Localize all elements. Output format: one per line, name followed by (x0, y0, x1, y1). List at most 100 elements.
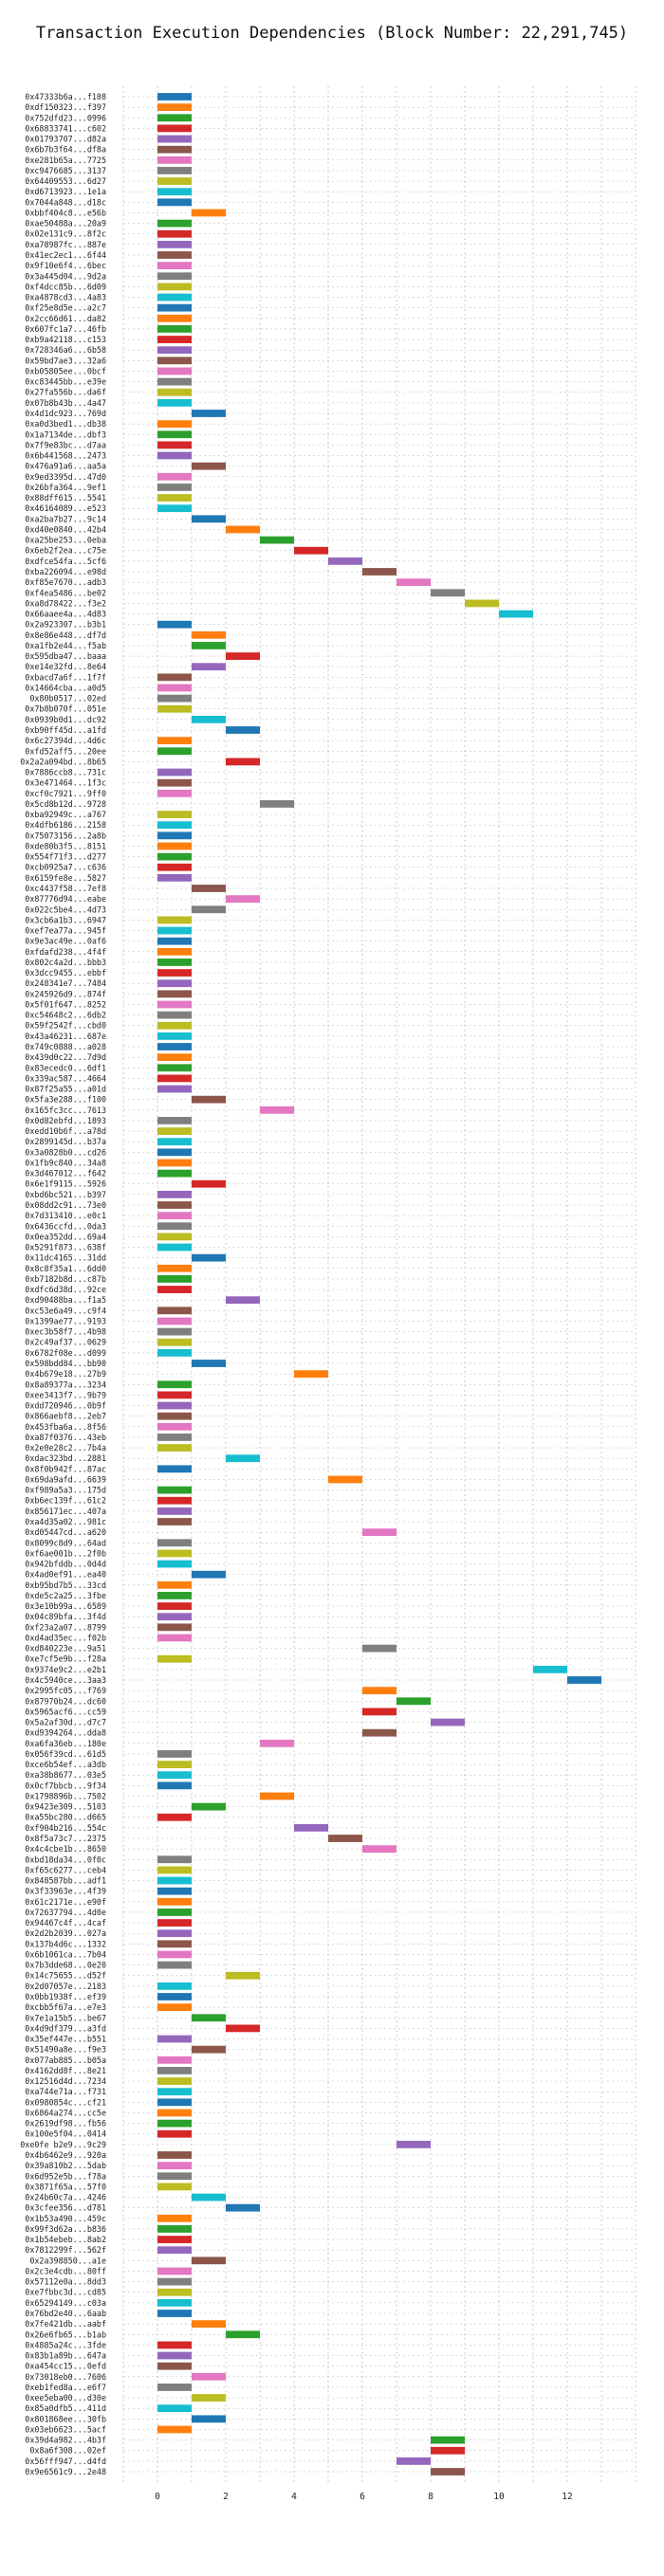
transaction-bar (431, 2446, 465, 2455)
transaction-bar (157, 1761, 192, 1768)
transaction-label: 0xf4dcc85b...6d09 (25, 282, 106, 291)
transaction-label: 0x339ac587...4664 (25, 1073, 106, 1083)
transaction-label: 0xd9394264...dda8 (25, 1728, 106, 1738)
transaction-bar (192, 1360, 226, 1367)
x-tick-label: 4 (291, 2492, 297, 2502)
transaction-bar (157, 2310, 192, 2317)
x-tick-label: 6 (360, 2492, 365, 2502)
transaction-label: 0x8f5a73c7...2375 (25, 1834, 106, 1843)
transaction-label: 0xb6ec139f...61c2 (25, 1496, 106, 1506)
transaction-label: 0x2e0e28c2...7b4a (25, 1443, 106, 1452)
transaction-label: 0x2d07057e...2183 (25, 1982, 106, 1991)
transaction-bar (192, 2320, 226, 2329)
transaction-bar (192, 663, 226, 671)
transaction-label: 0xa0d3bed1...db38 (25, 419, 106, 429)
transaction-bar (192, 2372, 226, 2381)
transaction-label: 0xdfce54fa...5cf6 (25, 557, 106, 566)
transaction-label: 0x2c49af37...0629 (25, 1338, 106, 1347)
transaction-label: 0x8f0b942f...87ac (25, 1464, 106, 1473)
transaction-bar (157, 283, 192, 291)
transaction-bar (157, 831, 192, 840)
transaction-bar (157, 1781, 192, 1790)
transaction-label: 0xa55bc280...d665 (25, 1813, 106, 1822)
transaction-bar (157, 873, 192, 882)
transaction-label: 0x39d4a982...4b3f (25, 2436, 106, 2445)
transaction-label: 0x6436ccfd...0da3 (25, 1221, 106, 1231)
transaction-label: 0x3871f65a...57f0 (25, 2182, 106, 2191)
transaction-label: 0x5965acf6...cc59 (25, 1707, 106, 1716)
transaction-label: 0x4b679e18...27b9 (25, 1369, 106, 1379)
transaction-bar (192, 515, 226, 523)
transaction-label: 0x3e10b99a...6589 (25, 1601, 106, 1611)
transaction-label: 0xf85e7670...adb3 (25, 577, 106, 587)
transaction-label: 0xe14e32fd...8e64 (25, 662, 106, 671)
transaction-bar (157, 1613, 192, 1621)
transaction-label: 0x87776d94...eabe (25, 894, 106, 904)
transaction-bar (226, 895, 260, 904)
transaction-label: 0xedd10b6f...a78d (25, 1126, 106, 1136)
transaction-label: 0x11dc4165...31dd (25, 1253, 106, 1263)
transaction-label: 0xc4437f58...7ef8 (25, 884, 106, 893)
transaction-bar (157, 262, 192, 270)
transaction-label: 0x8a89377a...3234 (25, 1379, 106, 1389)
transaction-bar (157, 1518, 192, 1526)
transaction-bar (157, 2109, 192, 2117)
transaction-label: 0x2c3e4cdb...80ff (25, 2266, 106, 2275)
transaction-bar (157, 1919, 192, 1927)
transaction-bar (157, 2055, 192, 2064)
transaction-label: 0x4c5940ce...3aa3 (25, 1675, 106, 1685)
transaction-bar (157, 398, 192, 407)
transaction-label: 0x87f25a55...a01d (25, 1085, 106, 1094)
transaction-label: 0x3cb6a1b3...6947 (25, 915, 106, 924)
transaction-label: 0x07b8b43b...4a47 (25, 398, 106, 408)
transaction-bar (157, 2183, 192, 2191)
transaction-label: 0x4ad0ef91...ea40 (25, 1570, 106, 1580)
transaction-label: 0x35ef447e...b551 (25, 2035, 106, 2044)
transaction-bar (192, 1570, 226, 1579)
transaction-label: 0x866aebf8...2eb7 (25, 1412, 106, 1421)
transaction-bar (192, 642, 226, 649)
transaction-bar (157, 1623, 192, 1632)
transaction-bar (397, 2140, 431, 2148)
transaction-bar (192, 1253, 226, 1262)
transaction-label: 0xbd6bc521...b397 (25, 1190, 106, 1199)
transaction-label: 0x56fff947...d4fd (25, 2457, 106, 2466)
transaction-label: 0xce6b54ef...a3db (25, 1760, 106, 1769)
transaction-label: 0x73018eb0...7606 (25, 2372, 106, 2382)
transaction-label: 0x5fa3e288...f100 (25, 1095, 106, 1105)
transaction-label: 0xa6fa36eb...180e (25, 1739, 106, 1748)
transaction-bar (431, 589, 465, 597)
transaction-bar (397, 1697, 431, 1706)
transaction-bar (157, 1243, 192, 1251)
transaction-bar (157, 1434, 192, 1441)
transaction-bar (465, 599, 499, 608)
transaction-label: 0x9f10e6f4...6bec (25, 261, 106, 270)
transaction-bar (157, 2225, 192, 2233)
transaction-bar (157, 388, 192, 396)
transaction-bar (157, 1866, 192, 1874)
transaction-bar (157, 303, 192, 312)
transaction-label: 0x2a398850...a1e (29, 2256, 106, 2265)
transaction-bar (226, 2203, 260, 2212)
transaction-label: 0xa2ba7b27...9c14 (25, 514, 106, 523)
transaction-bar (362, 568, 397, 575)
transaction-bar (192, 715, 226, 723)
transaction-label: 0x7044a848...d18c (25, 197, 106, 207)
transaction-label: 0x5291f873...638f (25, 1243, 106, 1252)
transaction-label: 0x7886ccb8...731c (25, 768, 106, 777)
transaction-bar (157, 842, 192, 850)
transaction-bar (157, 863, 192, 871)
transaction-bar (157, 2035, 192, 2043)
transaction-bar (226, 525, 260, 534)
transaction-label: 0x245926d9...874f (25, 989, 106, 998)
transaction-bar (157, 1380, 192, 1389)
transaction-bar (157, 620, 192, 629)
transaction-bar (431, 2436, 465, 2444)
transaction-bar (192, 2394, 226, 2402)
transaction-bar (157, 2298, 192, 2307)
transaction-bar (157, 1496, 192, 1505)
transaction-label: 0xd840223e...9a51 (25, 1644, 106, 1653)
transaction-bar (157, 2172, 192, 2181)
transaction-bar (157, 293, 192, 301)
transaction-bar (192, 630, 226, 639)
